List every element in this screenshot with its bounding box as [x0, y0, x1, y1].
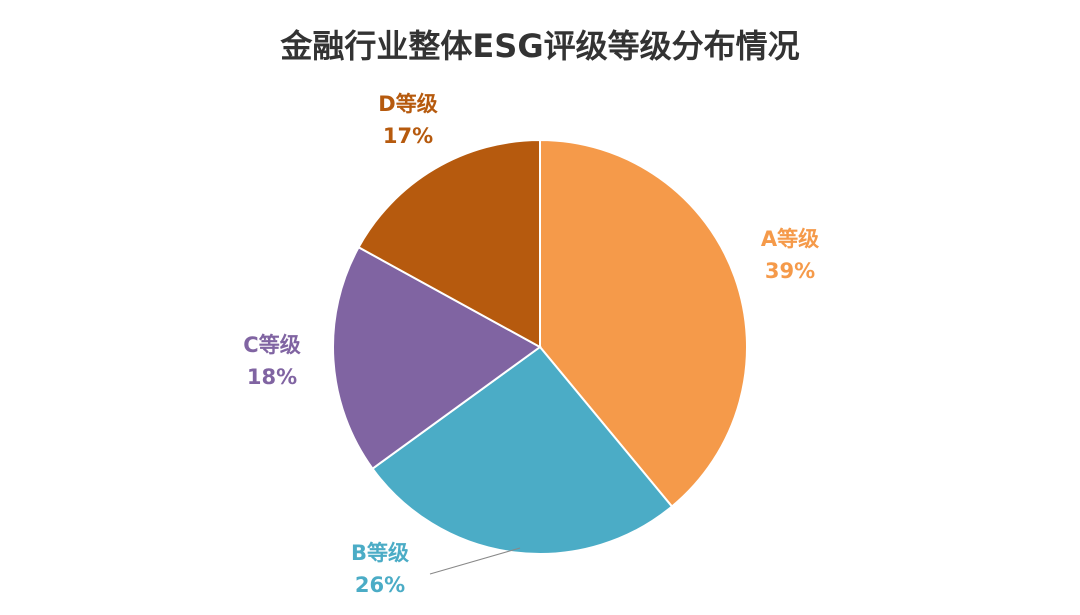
chart-title: 金融行业整体ESG评级等级分布情况	[279, 27, 799, 65]
slice-value-label: 26%	[355, 573, 405, 597]
slice-value-label: 18%	[247, 365, 297, 389]
leader-line	[429, 547, 521, 575]
pie-slice	[539, 138, 748, 508]
slice-category-label: B等级	[351, 541, 409, 565]
slice-category-label: D等级	[378, 92, 437, 116]
slice-value-label: 17%	[383, 124, 433, 148]
pie-slice	[357, 138, 541, 349]
slice-value-label: 39%	[765, 259, 815, 283]
pie-slice	[371, 345, 674, 555]
slice-category-label: C等级	[243, 333, 300, 357]
slice-category-label: A等级	[761, 227, 819, 251]
pie-slice	[332, 245, 542, 471]
